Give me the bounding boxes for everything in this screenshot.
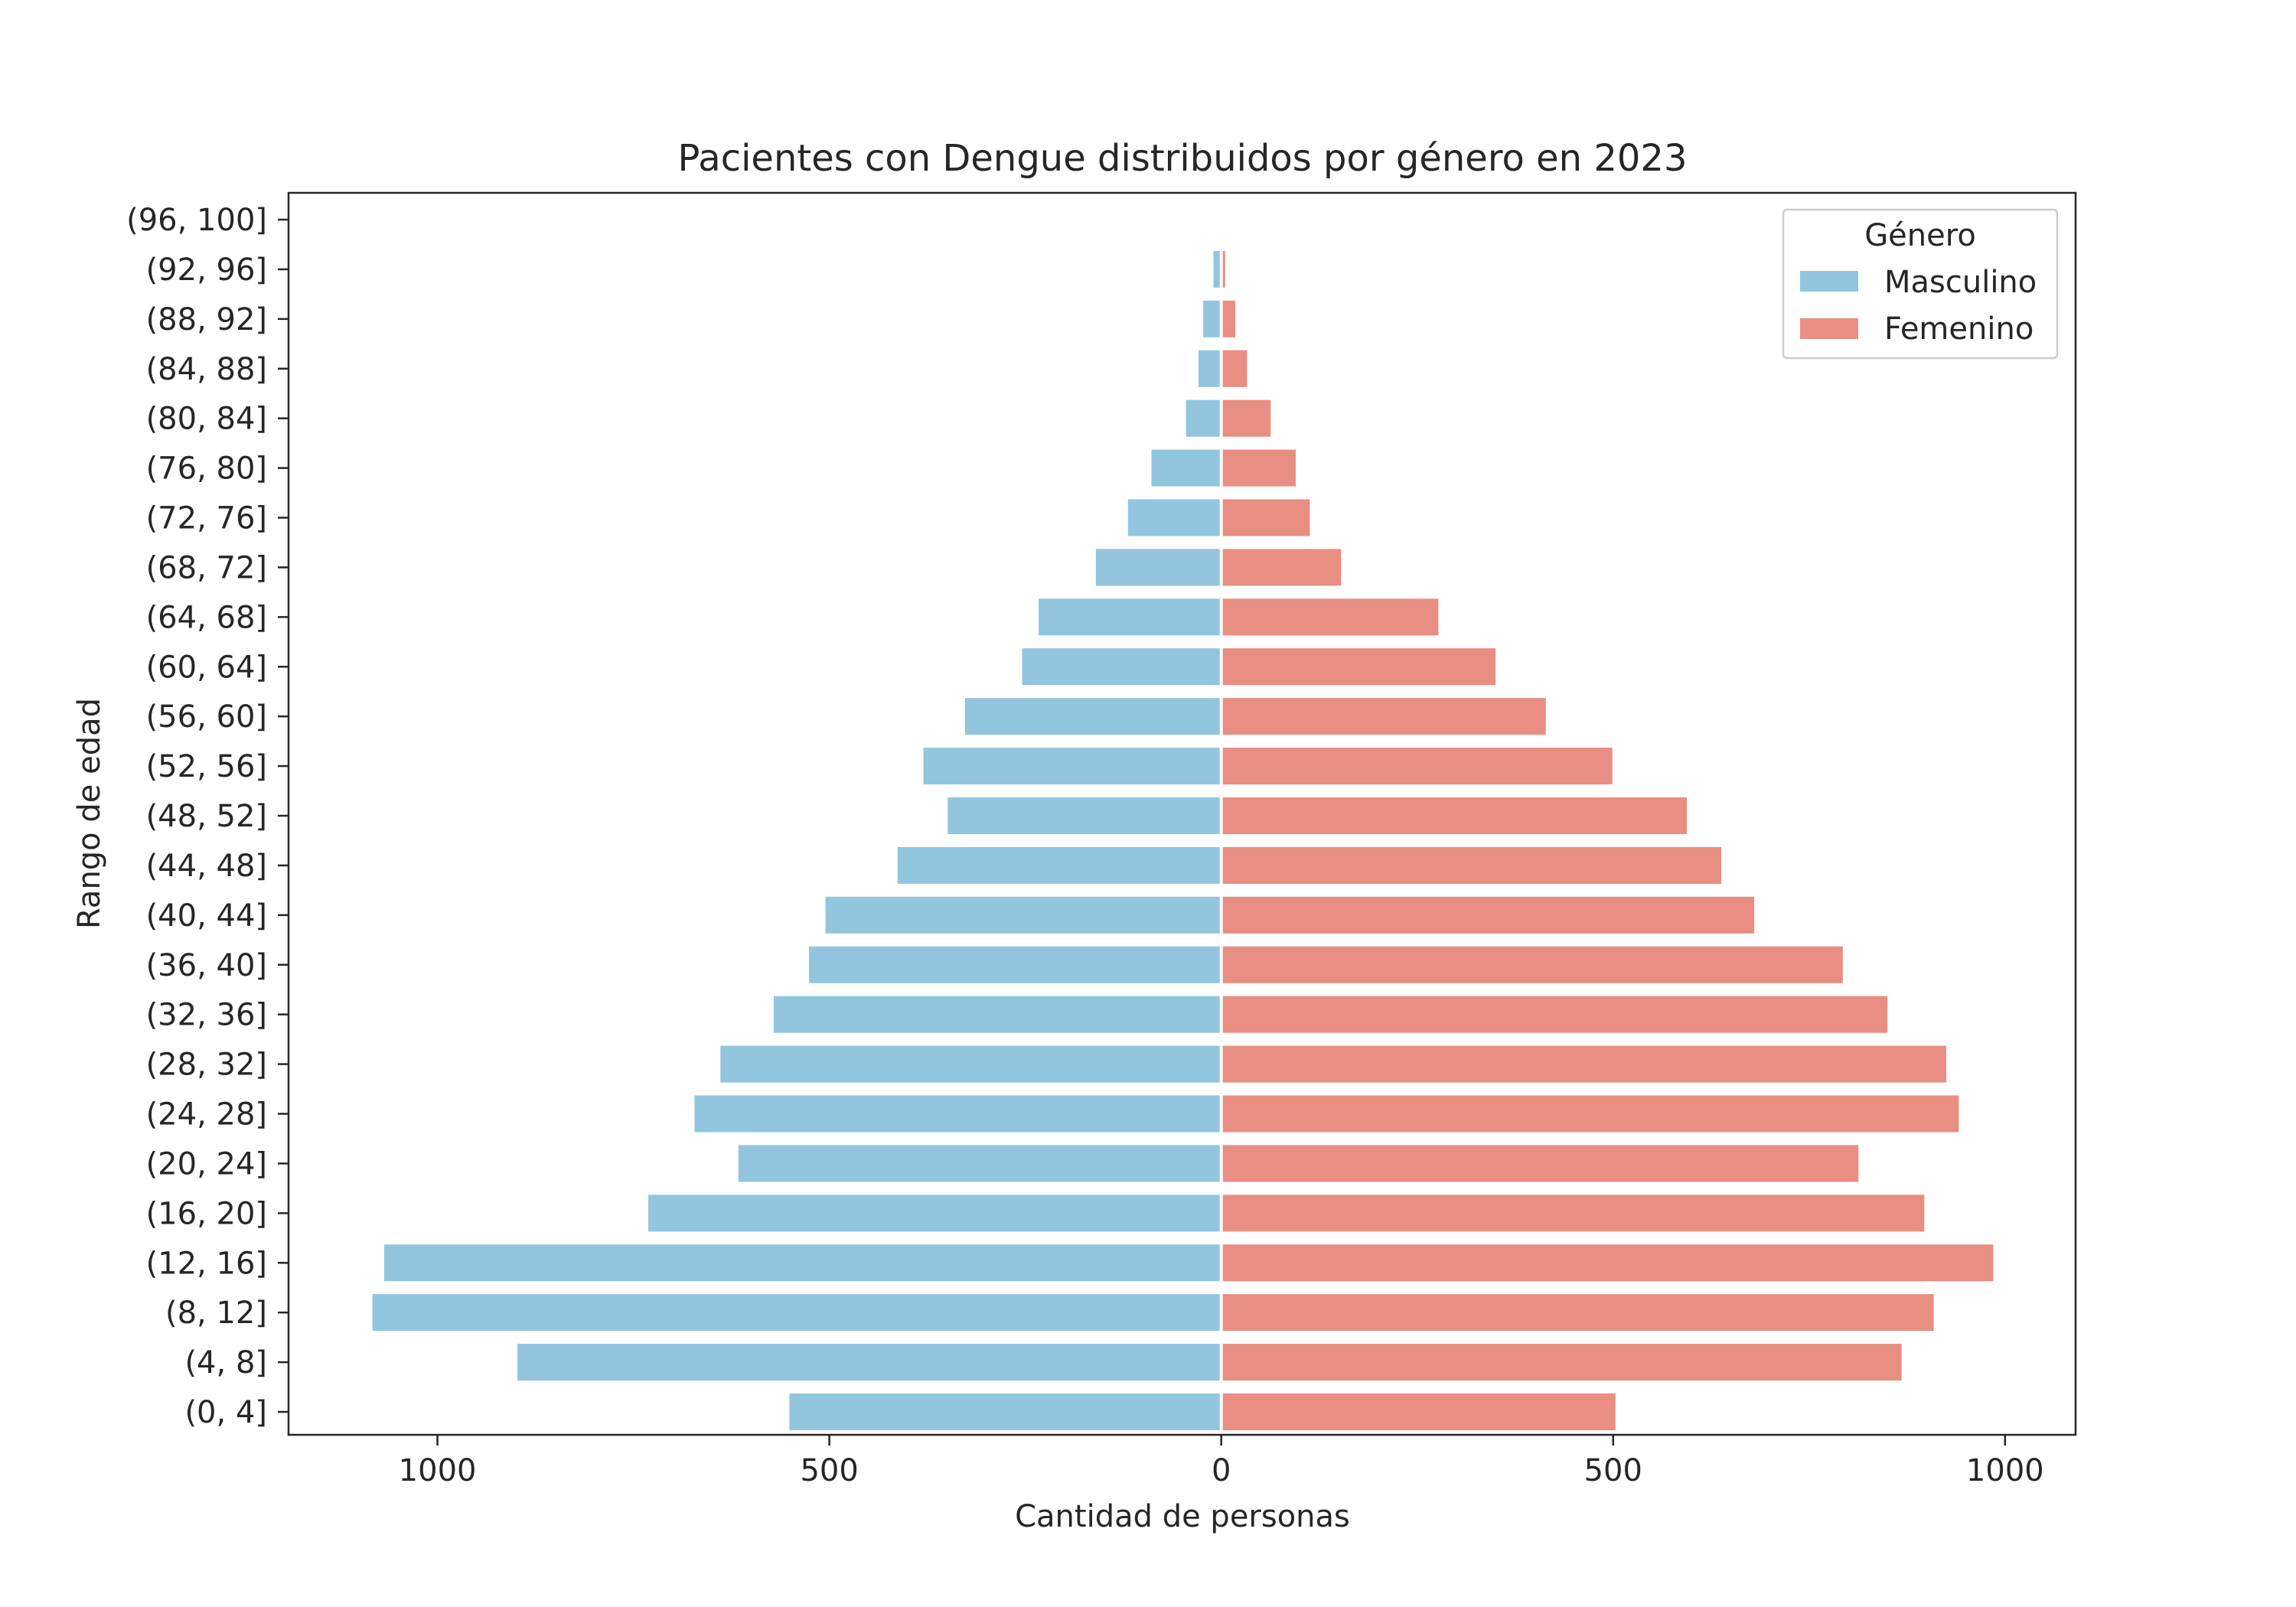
y-tick-label: (36, 40]	[146, 948, 267, 983]
bar-masculino-60-64	[1022, 648, 1221, 686]
bar-masculino-76-80	[1151, 449, 1221, 487]
y-tick-label: (56, 60]	[146, 699, 267, 735]
bar-femenino-60-64	[1221, 648, 1496, 686]
bar-femenino-40-44	[1221, 896, 1755, 934]
bar-femenino-48-52	[1221, 797, 1688, 835]
y-tick-label: (32, 36]	[146, 998, 267, 1033]
bar-masculino-72-76	[1127, 499, 1221, 536]
bar-femenino-84-88	[1221, 350, 1247, 387]
bar-femenino-0-4	[1221, 1393, 1616, 1431]
y-tick-label: (52, 56]	[146, 749, 267, 784]
bar-femenino-20-24	[1221, 1145, 1859, 1182]
bar-masculino-52-56	[923, 748, 1221, 785]
bar-femenino-52-56	[1221, 748, 1613, 785]
x-tick-label: 1000	[1966, 1453, 2044, 1488]
legend: Género Masculino Femenino	[1782, 208, 2059, 360]
bars-group	[372, 250, 1994, 1431]
y-tick-label: (76, 80]	[146, 451, 267, 487]
bar-femenino-88-92	[1221, 300, 1236, 337]
bar-masculino-84-88	[1199, 350, 1221, 387]
y-tick-label: (84, 88]	[146, 352, 267, 387]
legend-label-femenino: Femenino	[1884, 311, 2033, 347]
y-tick-label: (72, 76]	[146, 501, 267, 536]
bar-femenino-8-12	[1221, 1294, 1934, 1332]
bar-femenino-36-40	[1221, 946, 1843, 983]
bar-femenino-16-20	[1221, 1195, 1925, 1232]
legend-swatch-masculino	[1800, 271, 1858, 292]
y-tick-label: (40, 44]	[146, 898, 267, 934]
x-tick-label: 1000	[399, 1453, 477, 1488]
bar-masculino-64-68	[1039, 598, 1221, 636]
bar-femenino-12-16	[1221, 1244, 1994, 1282]
bar-femenino-24-28	[1221, 1095, 1959, 1133]
y-tick-label: (88, 92]	[146, 302, 267, 337]
y-tick-label: (92, 96]	[146, 253, 267, 288]
legend-swatch-femenino	[1800, 318, 1858, 339]
y-tick-label: (68, 72]	[146, 550, 267, 585]
y-tick-label: (24, 28]	[146, 1097, 267, 1133]
bar-femenino-92-96	[1221, 250, 1225, 288]
bar-femenino-72-76	[1221, 499, 1310, 536]
bar-masculino-24-28	[694, 1095, 1221, 1133]
bar-masculino-12-16	[383, 1244, 1221, 1282]
bar-femenino-44-48	[1221, 846, 1722, 884]
bar-femenino-4-8	[1221, 1344, 1902, 1381]
bar-masculino-44-48	[897, 846, 1221, 884]
bar-masculino-4-8	[517, 1344, 1221, 1381]
bar-masculino-36-40	[809, 946, 1221, 983]
bar-femenino-28-32	[1221, 1045, 1947, 1083]
x-tick-label: 0	[1212, 1453, 1231, 1488]
bar-femenino-68-72	[1221, 549, 1342, 586]
y-tick-label: (60, 64]	[146, 650, 267, 685]
bar-masculino-40-44	[825, 896, 1221, 934]
y-axis-label: Rango de edad	[72, 698, 107, 929]
bar-masculino-88-92	[1203, 300, 1221, 337]
bar-femenino-64-68	[1221, 598, 1439, 636]
y-tick-label: (4, 8]	[184, 1345, 267, 1380]
y-tick-label: (80, 84]	[146, 402, 267, 437]
bar-femenino-76-80	[1221, 449, 1296, 487]
x-axis-ticks: 1000 500 0 500 1000	[399, 1435, 2044, 1488]
y-tick-label: (44, 48]	[146, 849, 267, 884]
bar-femenino-56-60	[1221, 698, 1546, 735]
y-tick-label: (12, 16]	[146, 1246, 267, 1281]
y-tick-label: (64, 68]	[146, 600, 267, 635]
legend-title: Género	[1864, 218, 1976, 253]
bar-masculino-92-96	[1213, 250, 1221, 288]
legend-label-masculino: Masculino	[1884, 265, 2037, 300]
bar-masculino-16-20	[648, 1195, 1221, 1232]
y-tick-label: (96, 100]	[126, 203, 267, 238]
bar-masculino-0-4	[789, 1393, 1221, 1431]
bar-masculino-80-84	[1186, 399, 1221, 437]
plot-frame	[287, 191, 2077, 1436]
y-tick-label: (16, 20]	[146, 1196, 267, 1231]
y-axis-ticks: (0, 4] (4, 8] (8, 12] (12, 16] (16, 20] (20, …	[126, 203, 289, 1430]
y-tick-label: (8, 12]	[165, 1296, 267, 1331]
bar-masculino-28-32	[720, 1045, 1221, 1083]
bar-masculino-48-52	[947, 797, 1221, 835]
bar-femenino-32-36	[1221, 996, 1888, 1033]
bar-masculino-56-60	[964, 698, 1221, 735]
bar-masculino-20-24	[738, 1145, 1221, 1182]
x-tick-label: 500	[800, 1453, 858, 1488]
y-tick-label: (28, 32]	[146, 1048, 267, 1083]
bar-masculino-32-36	[773, 996, 1221, 1033]
y-tick-label: (20, 24]	[146, 1146, 267, 1182]
bar-masculino-68-72	[1095, 549, 1221, 586]
bar-masculino-8-12	[372, 1294, 1221, 1332]
y-tick-label: (48, 52]	[146, 799, 267, 834]
x-axis-label: Cantidad de personas	[1015, 1499, 1350, 1534]
y-tick-label: (0, 4]	[184, 1395, 267, 1430]
chart-title: Pacientes con Dengue distribuidos por gé…	[677, 137, 1687, 180]
x-tick-label: 500	[1584, 1453, 1642, 1488]
bar-femenino-80-84	[1221, 399, 1271, 437]
